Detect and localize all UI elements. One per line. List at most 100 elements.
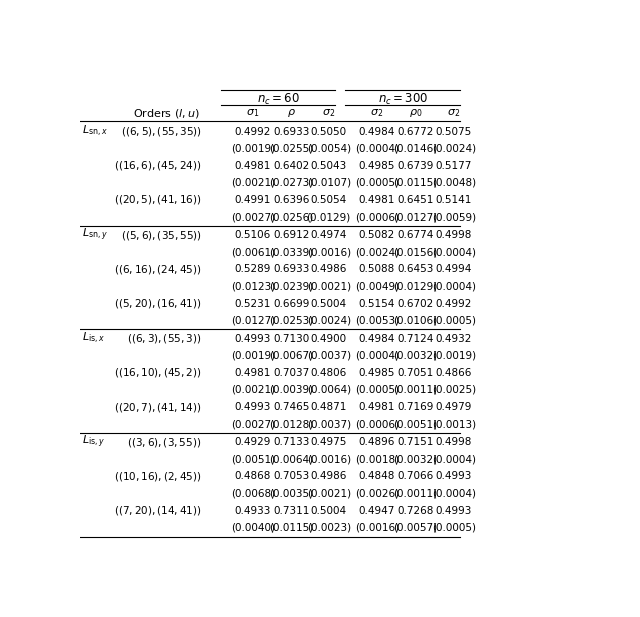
Text: $L_{\mathrm{sn},x}$: $L_{\mathrm{sn},x}$ — [83, 124, 108, 139]
Text: (0.0040): (0.0040) — [231, 523, 275, 532]
Text: 0.4871: 0.4871 — [310, 402, 347, 412]
Text: $\rho_0$: $\rho_0$ — [409, 107, 422, 119]
Text: (0.0019): (0.0019) — [431, 351, 476, 361]
Text: (0.0064): (0.0064) — [307, 385, 351, 395]
Text: 0.5050: 0.5050 — [310, 126, 347, 136]
Text: (0.0057): (0.0057) — [394, 523, 438, 532]
Text: 0.7130: 0.7130 — [273, 334, 310, 344]
Text: (0.0016): (0.0016) — [307, 247, 351, 257]
Text: 0.4981: 0.4981 — [235, 368, 271, 378]
Text: 0.7169: 0.7169 — [397, 402, 434, 412]
Text: (0.0054): (0.0054) — [307, 144, 351, 154]
Text: 0.5177: 0.5177 — [436, 161, 472, 171]
Text: (0.0011): (0.0011) — [394, 489, 438, 499]
Text: $L_{\mathrm{is},y}$: $L_{\mathrm{is},y}$ — [83, 434, 106, 450]
Text: 0.4993: 0.4993 — [235, 402, 271, 412]
Text: $\sigma_1$: $\sigma_1$ — [246, 107, 259, 119]
Text: (0.0037): (0.0037) — [307, 419, 351, 429]
Text: (0.0156): (0.0156) — [394, 247, 438, 257]
Text: (0.0115): (0.0115) — [394, 178, 438, 188]
Text: (0.0128): (0.0128) — [269, 419, 314, 429]
Text: $((5,20),(16,41))$: $((5,20),(16,41))$ — [114, 297, 202, 310]
Text: 0.7268: 0.7268 — [397, 506, 434, 516]
Text: (0.0123): (0.0123) — [231, 281, 275, 291]
Text: 0.7051: 0.7051 — [397, 368, 434, 378]
Text: 0.4979: 0.4979 — [436, 402, 472, 412]
Text: (0.0024): (0.0024) — [307, 316, 351, 326]
Text: (0.0011): (0.0011) — [394, 385, 438, 395]
Text: (0.0035): (0.0035) — [269, 489, 314, 499]
Text: 0.4975: 0.4975 — [310, 437, 347, 447]
Text: (0.0048): (0.0048) — [431, 178, 476, 188]
Text: $((20,5),(41,16))$: $((20,5),(41,16))$ — [114, 194, 202, 207]
Text: $n_c = 60$: $n_c = 60$ — [257, 91, 300, 107]
Text: (0.0023): (0.0023) — [307, 523, 351, 532]
Text: (0.0067): (0.0067) — [269, 351, 314, 361]
Text: 0.7066: 0.7066 — [397, 471, 434, 481]
Text: 0.5075: 0.5075 — [436, 126, 472, 136]
Text: (0.0051): (0.0051) — [231, 454, 275, 465]
Text: (0.0253): (0.0253) — [269, 316, 314, 326]
Text: $\rho$: $\rho$ — [287, 107, 296, 119]
Text: 0.7311: 0.7311 — [273, 506, 310, 516]
Text: 0.4993: 0.4993 — [235, 334, 271, 344]
Text: 0.6774: 0.6774 — [397, 230, 434, 240]
Text: (0.0016): (0.0016) — [355, 523, 399, 532]
Text: 0.7133: 0.7133 — [273, 437, 310, 447]
Text: 0.7124: 0.7124 — [397, 334, 434, 344]
Text: $L_{\mathrm{is},x}$: $L_{\mathrm{is},x}$ — [83, 331, 106, 346]
Text: 0.5106: 0.5106 — [235, 230, 271, 240]
Text: 0.5054: 0.5054 — [310, 195, 347, 205]
Text: (0.0006): (0.0006) — [355, 212, 399, 222]
Text: $((6,3),(55,3))$: $((6,3),(55,3))$ — [127, 332, 202, 345]
Text: (0.0026): (0.0026) — [355, 489, 399, 499]
Text: (0.0115): (0.0115) — [269, 523, 314, 532]
Text: Orders $(l, u)$: Orders $(l, u)$ — [133, 107, 200, 120]
Text: 0.7037: 0.7037 — [273, 368, 310, 378]
Text: (0.0021): (0.0021) — [231, 178, 275, 188]
Text: (0.0127): (0.0127) — [394, 212, 438, 222]
Text: 0.4985: 0.4985 — [358, 161, 395, 171]
Text: 0.4993: 0.4993 — [436, 471, 472, 481]
Text: 0.5289: 0.5289 — [235, 264, 271, 275]
Text: 0.5141: 0.5141 — [436, 195, 472, 205]
Text: 0.7151: 0.7151 — [397, 437, 434, 447]
Text: (0.0005): (0.0005) — [432, 523, 476, 532]
Text: (0.0053): (0.0053) — [355, 316, 399, 326]
Text: (0.0107): (0.0107) — [307, 178, 351, 188]
Text: 0.6453: 0.6453 — [397, 264, 434, 275]
Text: 0.4991: 0.4991 — [235, 195, 271, 205]
Text: 0.4984: 0.4984 — [358, 334, 395, 344]
Text: (0.0032): (0.0032) — [394, 454, 438, 465]
Text: 0.4998: 0.4998 — [436, 230, 472, 240]
Text: 0.4868: 0.4868 — [235, 471, 271, 481]
Text: 0.4933: 0.4933 — [235, 506, 271, 516]
Text: 0.6912: 0.6912 — [273, 230, 310, 240]
Text: (0.0005): (0.0005) — [355, 178, 399, 188]
Text: (0.0032): (0.0032) — [394, 351, 438, 361]
Text: 0.6702: 0.6702 — [397, 299, 434, 308]
Text: (0.0027): (0.0027) — [231, 419, 275, 429]
Text: $\sigma_2$: $\sigma_2$ — [322, 107, 335, 119]
Text: 0.4866: 0.4866 — [436, 368, 472, 378]
Text: 0.4981: 0.4981 — [235, 161, 271, 171]
Text: 0.4984: 0.4984 — [358, 126, 395, 136]
Text: (0.0016): (0.0016) — [307, 454, 351, 465]
Text: 0.6739: 0.6739 — [397, 161, 434, 171]
Text: 0.5043: 0.5043 — [310, 161, 347, 171]
Text: 0.6772: 0.6772 — [397, 126, 434, 136]
Text: $\sigma_2$: $\sigma_2$ — [371, 107, 383, 119]
Text: 0.4806: 0.4806 — [310, 368, 347, 378]
Text: $\sigma_2$: $\sigma_2$ — [447, 107, 460, 119]
Text: 0.5004: 0.5004 — [310, 506, 347, 516]
Text: (0.0106): (0.0106) — [394, 316, 438, 326]
Text: $((3,6),(3,55))$: $((3,6),(3,55))$ — [127, 436, 202, 449]
Text: 0.4900: 0.4900 — [310, 334, 347, 344]
Text: (0.0068): (0.0068) — [231, 489, 275, 499]
Text: $((16,6),(45,24))$: $((16,6),(45,24))$ — [114, 159, 202, 172]
Text: 0.6699: 0.6699 — [273, 299, 310, 308]
Text: (0.0013): (0.0013) — [431, 419, 476, 429]
Text: 0.5154: 0.5154 — [358, 299, 395, 308]
Text: $n_c = 300$: $n_c = 300$ — [378, 91, 428, 107]
Text: (0.0037): (0.0037) — [307, 351, 351, 361]
